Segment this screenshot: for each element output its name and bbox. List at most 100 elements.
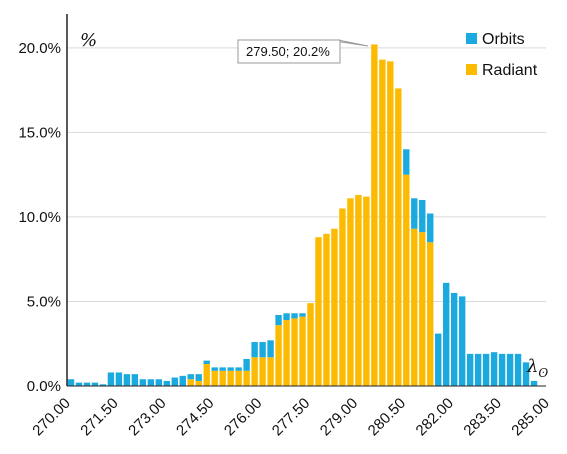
bar-radiant [363, 196, 370, 386]
gridlines [67, 47, 546, 302]
bar-orbits [251, 342, 258, 358]
x-axis-label: λʘ [526, 356, 548, 380]
bar-radiant [203, 364, 210, 386]
bar-orbits [443, 282, 450, 386]
bar-radiant [387, 61, 394, 386]
x-axis-label-lambda: λ [526, 356, 538, 377]
bar-orbits [187, 374, 194, 380]
bar-orbits [211, 367, 218, 371]
bar-orbits [155, 379, 163, 386]
bar-radiant [195, 380, 202, 386]
bar-orbits [411, 198, 418, 229]
bar-orbits [75, 382, 83, 386]
bars [67, 44, 538, 387]
bar-orbits [203, 360, 210, 365]
bar-orbits [403, 149, 410, 175]
bar-radiant [395, 88, 402, 387]
bar-orbits [482, 353, 490, 386]
bar-orbits [474, 353, 482, 386]
bar-orbits [291, 313, 298, 319]
bar-orbits [91, 382, 99, 386]
bar-orbits [435, 333, 442, 386]
x-tick-label: 273.00 [125, 395, 169, 439]
bar-radiant [427, 242, 434, 386]
bar-radiant [411, 228, 418, 386]
bar-orbits [267, 340, 274, 358]
bar-orbits [147, 379, 155, 386]
bar-radiant [307, 303, 314, 386]
bar-radiant [283, 320, 290, 386]
bar-radiant [187, 379, 194, 386]
x-tick-label: 279.00 [317, 395, 361, 439]
x-tick-label: 285.00 [508, 395, 552, 439]
bar-orbits [171, 377, 178, 386]
bar-radiant [299, 316, 306, 386]
bar-orbits [107, 372, 115, 386]
bar-radiant [347, 198, 354, 386]
x-tick-label: 276.00 [221, 395, 265, 439]
legend: Orbits Radiant [466, 31, 538, 79]
bar-orbits [458, 296, 466, 386]
x-tick-label: 277.50 [269, 395, 313, 439]
axes [66, 14, 546, 387]
bar-orbits [522, 362, 530, 386]
bar-radiant [419, 232, 426, 386]
bar-orbits [219, 367, 226, 371]
peak-annotation-box [237, 39, 341, 64]
bar-orbits [259, 342, 266, 358]
bar-radiant [371, 44, 378, 386]
bar-radiant [339, 208, 346, 386]
bar-radiant [403, 174, 410, 386]
y-tick-labels: 0.0% 5.0% 10.0% 15.0% 20.0% [18, 40, 61, 395]
y-tick-label: 20.0% [18, 40, 61, 57]
bar-radiant [355, 194, 362, 386]
bar-orbits [115, 372, 123, 386]
bar-radiant [275, 325, 282, 386]
bar-orbits [283, 313, 290, 321]
bar-radiant [267, 357, 274, 386]
bar-radiant [259, 357, 266, 386]
y-tick-label: 0.0% [27, 378, 61, 395]
x-tick-label: 271.50 [77, 395, 121, 439]
legend-label-orbits: Orbits [482, 31, 525, 48]
bar-orbits [530, 380, 538, 386]
x-tick-label: 270.00 [29, 395, 73, 439]
bar-radiant [379, 59, 386, 387]
x-axis-label-subscript: ʘ [538, 366, 548, 380]
legend-swatch-orbits [466, 33, 477, 44]
bar-orbits [243, 358, 250, 371]
bar-orbits [235, 367, 242, 371]
y-tick-label: 10.0% [18, 209, 61, 226]
bar-radiant [315, 237, 322, 386]
x-tick-label: 274.50 [173, 395, 217, 439]
bar-orbits [506, 353, 514, 386]
bar-radiant [211, 370, 218, 386]
bar-orbits [123, 374, 131, 386]
bar-orbits [427, 213, 434, 243]
bar-orbits [163, 380, 170, 386]
y-tick-label: 15.0% [18, 124, 61, 141]
peak-annotation: 279.50; 20.2% [237, 39, 369, 64]
bar-orbits [275, 314, 282, 326]
bar-orbits [450, 293, 458, 386]
bar-orbits [419, 200, 426, 233]
x-tick-labels: 270.00 271.50 273.00 274.50 276.00 277.50 279.… [29, 395, 552, 439]
bar-orbits [466, 353, 474, 386]
x-tick-label: 283.50 [460, 395, 504, 439]
bar-radiant [227, 370, 234, 386]
peak-annotation-text: 279.50; 20.2% [246, 44, 330, 59]
bar-radiant [235, 370, 242, 386]
bar-radiant [291, 318, 298, 386]
bar-orbits [83, 382, 91, 386]
bar-orbits [139, 379, 147, 386]
bar-orbits [227, 367, 234, 371]
bar-orbits [131, 374, 139, 386]
bar-radiant [251, 357, 258, 386]
bar-radiant [243, 370, 250, 386]
bar-radiant [323, 233, 330, 386]
bar-orbits [490, 352, 498, 386]
legend-label-radiant: Radiant [482, 62, 538, 79]
x-tick-label: 282.00 [413, 395, 457, 439]
bar-orbits [514, 353, 522, 386]
